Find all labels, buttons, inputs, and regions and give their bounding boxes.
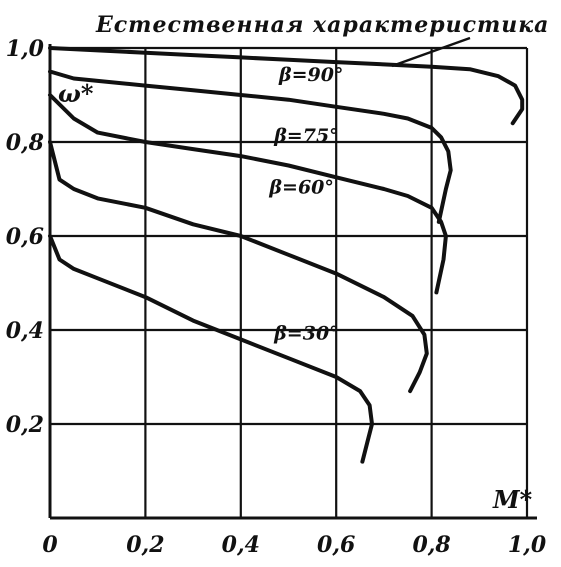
- x-tick-label: 1,0: [508, 532, 547, 558]
- y-tick-label: 0,2: [6, 412, 44, 438]
- curve-label: β=60°: [268, 177, 333, 199]
- series-line: [48, 46, 525, 126]
- y-axis-label: ω*: [58, 79, 94, 108]
- chart-title: Естественная характеристика: [95, 12, 549, 38]
- curve-label: β=75°: [273, 125, 338, 147]
- series-layer: [48, 46, 525, 464]
- x-axis-label: M*: [492, 485, 533, 514]
- x-tick-label: 0,2: [126, 532, 164, 558]
- grid: [50, 46, 529, 518]
- x-tick-label: 0: [42, 532, 58, 558]
- title-leader-line: [391, 36, 471, 68]
- series-line: [48, 234, 374, 464]
- x-tick-label: 0,6: [317, 532, 355, 558]
- series-line: [48, 140, 429, 394]
- x-tick-label: 0,8: [412, 532, 450, 558]
- y-tick-label: 0,4: [6, 318, 44, 344]
- series-line: [48, 93, 448, 295]
- curve-label: β=90°: [278, 64, 343, 86]
- series-line: [48, 69, 453, 224]
- curve-label: β=30°: [273, 322, 338, 344]
- y-tick-label: 1,0: [6, 36, 45, 62]
- y-tick-label: 0,6: [6, 224, 44, 250]
- text-layer: 0 0,2 0,4 0,6 0,8 1,0 1,0 0,8 0,6 0,4 0,2 β=90° β=75…: [6, 12, 549, 558]
- axes: [48, 44, 537, 520]
- y-tick-label: 0,8: [6, 130, 44, 156]
- x-tick-label: 0,4: [222, 532, 260, 558]
